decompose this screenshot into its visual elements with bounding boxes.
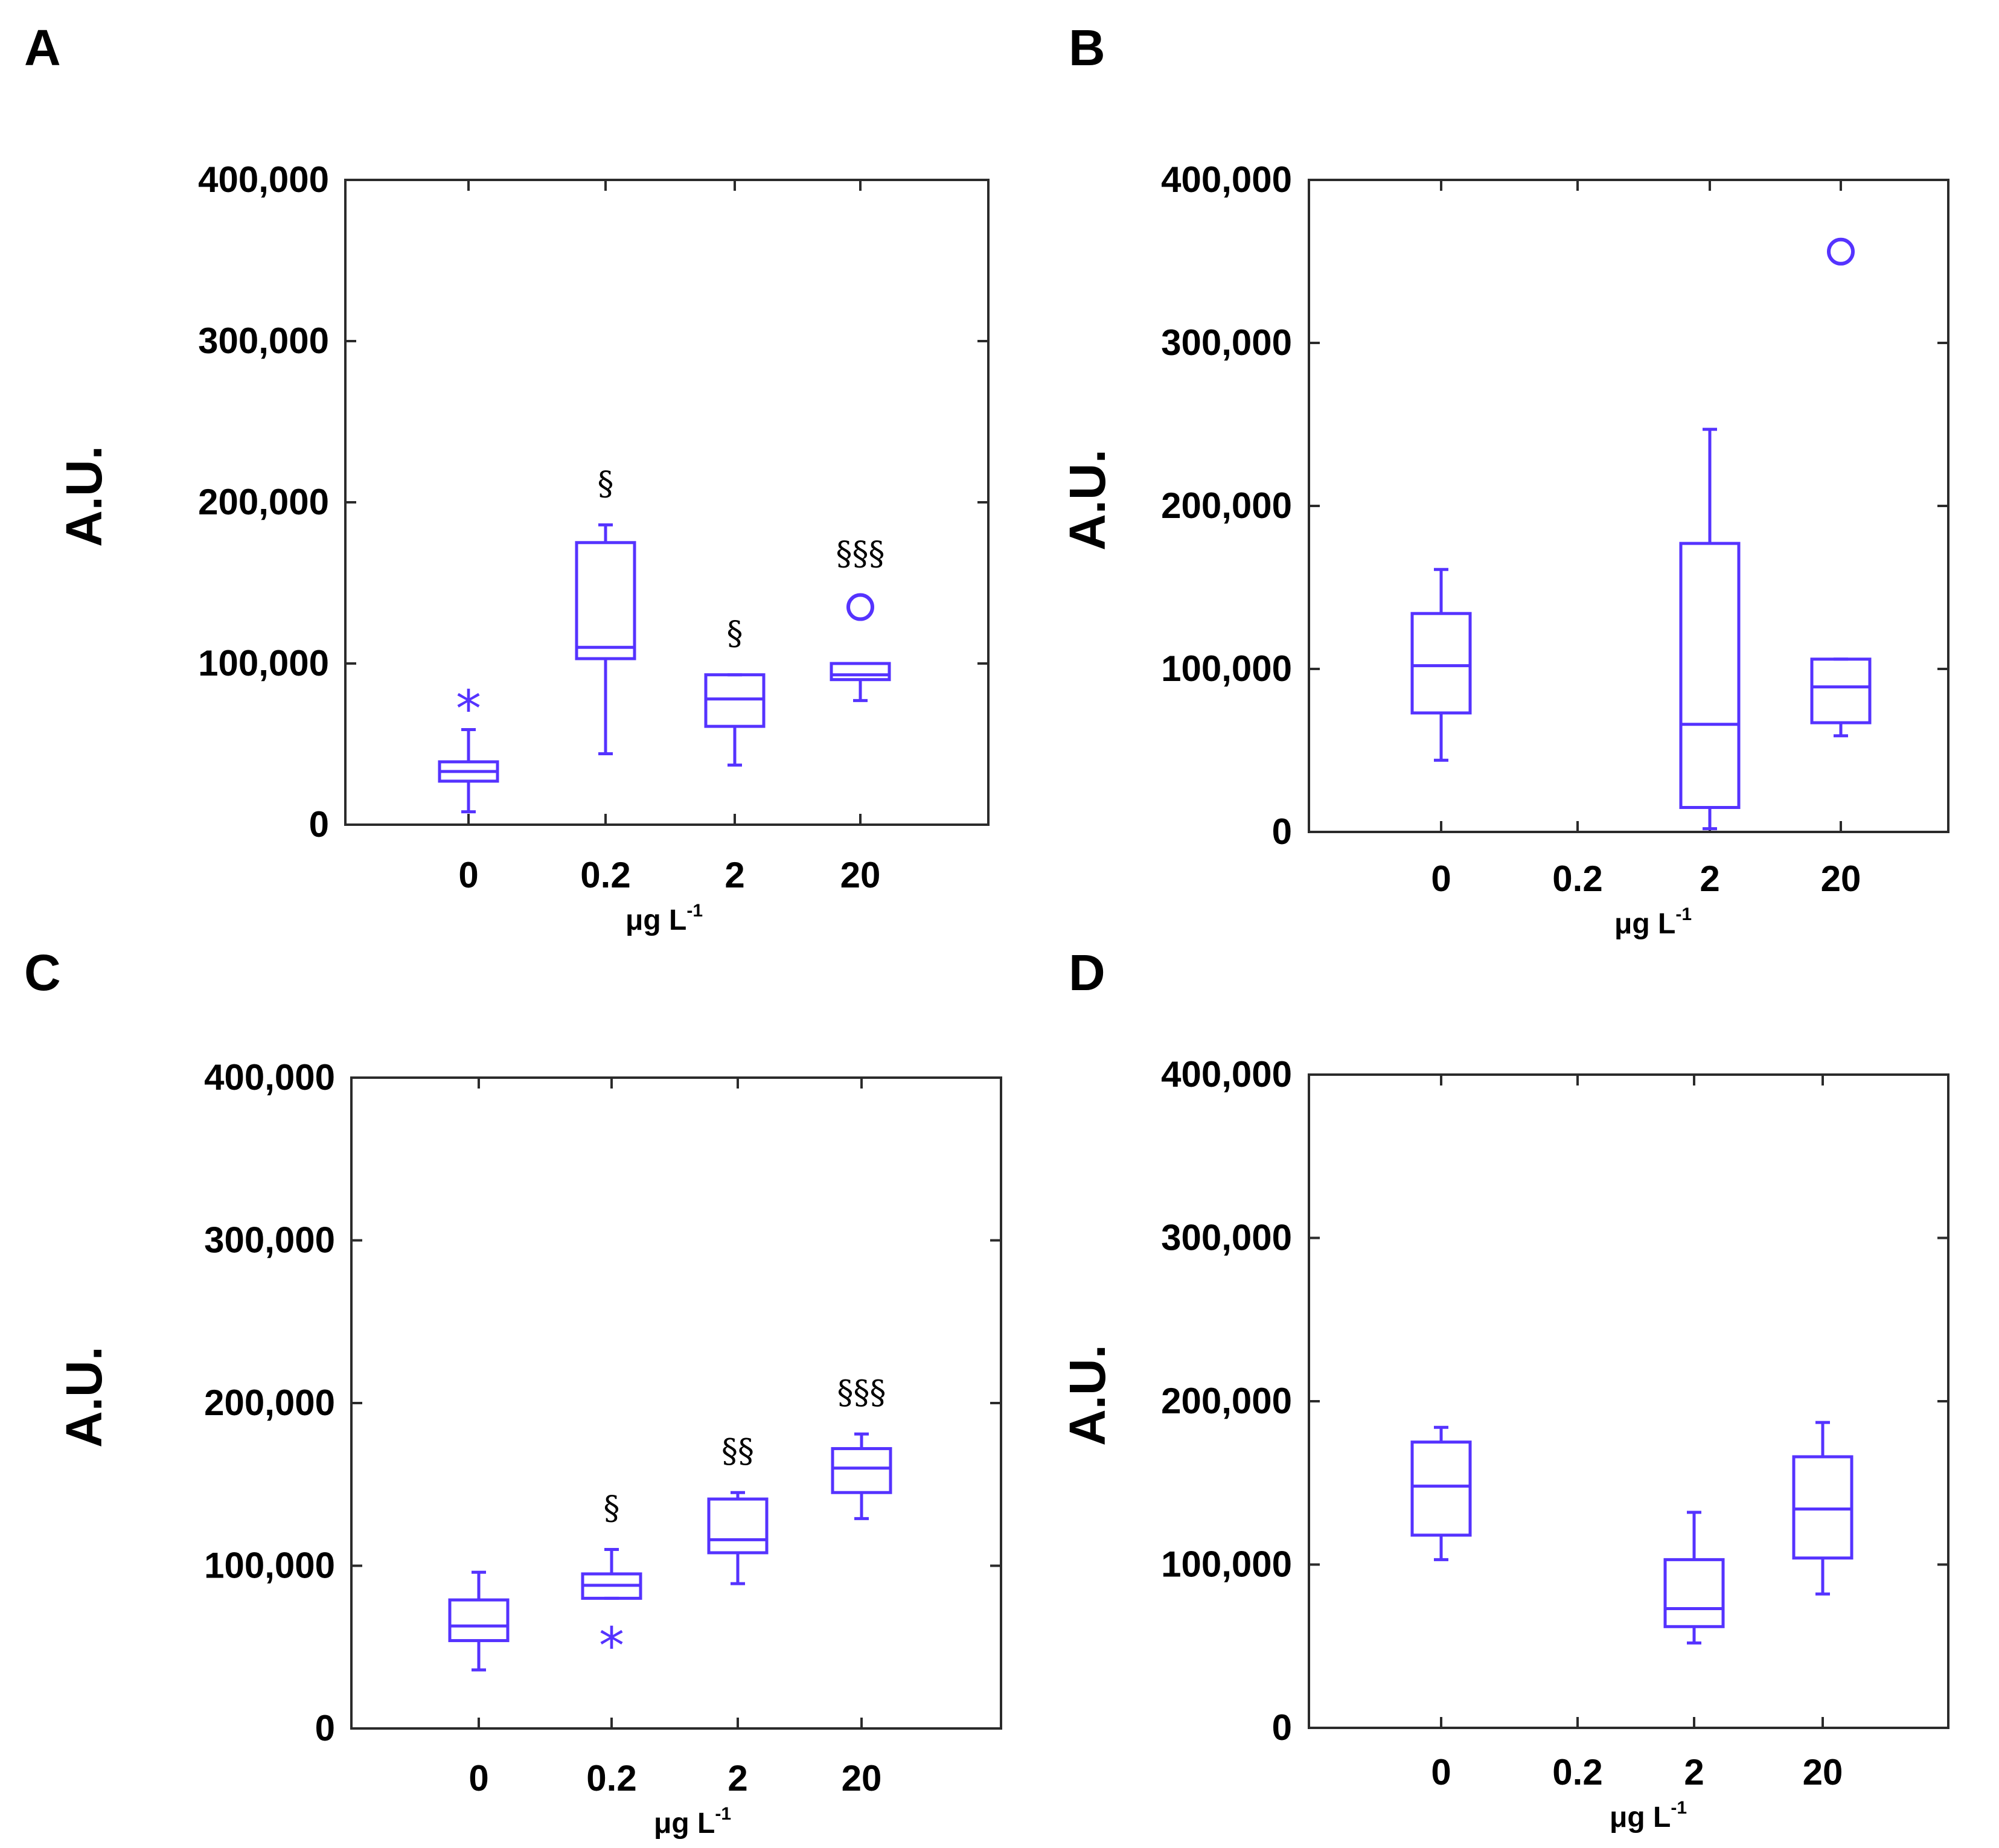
box-2 (1679, 427, 1741, 831)
x-tick-label: 20 (842, 1758, 882, 1798)
box-iqr (1810, 657, 1872, 724)
plot-frame (1308, 179, 1949, 833)
box-2: § (704, 615, 766, 767)
y-tick-label: 200,000 (198, 482, 329, 522)
plot-frame (344, 179, 990, 826)
panel-letter: B (1069, 19, 1105, 76)
box-0.2: § (575, 464, 636, 756)
y-tick-label: 0 (315, 1708, 335, 1748)
box-0.2: *§ (581, 1489, 642, 1675)
x-tick-label: 0.2 (1552, 1752, 1602, 1792)
box-iqr (830, 662, 891, 682)
y-tick-label: 400,000 (204, 1057, 335, 1098)
y-tick-label: 400,000 (198, 159, 329, 200)
significance-marker: §§ (721, 1432, 754, 1470)
outlier-circle (846, 593, 874, 621)
y-tick-label: 300,000 (198, 321, 329, 361)
x-tick-label: 20 (1821, 858, 1861, 899)
x-tick-label: 2 (1684, 1752, 1704, 1792)
box-20 (1792, 1421, 1853, 1596)
plot-frame (1308, 1073, 1949, 1729)
panel-letter: A (24, 19, 61, 76)
x-axis-label: μg L-1 (1610, 1798, 1687, 1834)
y-tick-label: 100,000 (198, 643, 329, 683)
x-axis-label: μg L-1 (625, 901, 703, 936)
box-iqr (707, 1497, 769, 1555)
y-tick-label: 200,000 (1161, 1381, 1292, 1421)
y-axis-label: A.U. (56, 446, 112, 547)
box-2: §§ (707, 1432, 769, 1585)
box-iqr (1410, 612, 1472, 715)
panel-letter: D (1069, 944, 1105, 1001)
panel-a: A 0 100,000 200,000 300,000 400,000 0 0.2 2 20 A.U… (24, 19, 990, 936)
x-axis-label: μg L-1 (1614, 904, 1692, 940)
x-tick-label: 0.2 (586, 1758, 636, 1798)
outlier-star: * (599, 1616, 624, 1675)
panel-d: D 0 100,000 200,000 300,000 400,000 0 0.2 2 20 A.U… (1059, 944, 1949, 1834)
outlier-circle (1827, 237, 1855, 266)
x-tick-label: 0 (1431, 858, 1451, 899)
x-tick-label: 0 (469, 1758, 488, 1798)
significance-marker: § (727, 615, 743, 653)
y-tick-label: 0 (309, 804, 329, 845)
box-iqr (1792, 1455, 1853, 1560)
box-0: * (438, 679, 499, 814)
box-iqr (1679, 542, 1741, 809)
x-tick-label: 2 (728, 1758, 747, 1798)
y-tick-label: 0 (1272, 1707, 1292, 1748)
significance-marker: §§§ (836, 535, 885, 573)
y-tick-label: 100,000 (1161, 1544, 1292, 1585)
y-tick-label: 100,000 (204, 1546, 335, 1586)
box-20 (1810, 237, 1872, 738)
x-tick-label: 0 (1431, 1752, 1451, 1792)
box-iqr (1663, 1558, 1725, 1628)
box-iqr (831, 1447, 892, 1494)
panel-c: C 0 100,000 200,000 300,000 400,000 0 0.2 2 20 A.U… (24, 944, 1002, 1840)
box-2 (1663, 1511, 1725, 1645)
y-tick-label: 0 (1272, 811, 1292, 852)
outlier-star: * (456, 679, 481, 738)
box-0 (1410, 568, 1472, 762)
significance-marker: § (604, 1489, 620, 1527)
y-axis-label: A.U. (1059, 449, 1116, 551)
x-tick-label: 20 (840, 855, 881, 895)
box-iqr (704, 673, 766, 728)
box-0 (448, 1570, 510, 1672)
significance-marker: § (598, 464, 614, 502)
box-iqr (575, 541, 636, 660)
box-iqr (448, 1598, 510, 1642)
y-axis-label: A.U. (56, 1346, 112, 1448)
y-tick-label: 200,000 (204, 1383, 335, 1423)
x-tick-label: 2 (1700, 858, 1719, 899)
significance-marker: §§§ (837, 1373, 886, 1412)
x-tick-label: 2 (724, 855, 744, 895)
box-iqr (1410, 1440, 1472, 1537)
y-tick-label: 300,000 (1161, 1218, 1292, 1258)
panel-b: B 0 100,000 200,000 300,000 400,000 0 0.2 2 20 A.U… (1059, 19, 1949, 940)
box-20: §§§ (830, 535, 891, 702)
panel-letter: C (24, 944, 61, 1001)
box-20: §§§ (831, 1373, 892, 1520)
x-tick-label: 20 (1803, 1752, 1843, 1792)
y-tick-label: 300,000 (1161, 322, 1292, 363)
x-axis-label: μg L-1 (654, 1804, 731, 1840)
x-tick-label: 0.2 (1552, 858, 1602, 899)
y-tick-label: 400,000 (1161, 1054, 1292, 1095)
y-tick-label: 200,000 (1161, 485, 1292, 526)
x-tick-label: 0 (458, 855, 478, 895)
y-tick-label: 400,000 (1161, 159, 1292, 200)
y-tick-label: 100,000 (1161, 648, 1292, 689)
box-0 (1410, 1425, 1472, 1561)
y-axis-label: A.U. (1059, 1344, 1116, 1446)
x-tick-label: 0.2 (580, 855, 630, 895)
y-tick-label: 300,000 (204, 1220, 335, 1261)
